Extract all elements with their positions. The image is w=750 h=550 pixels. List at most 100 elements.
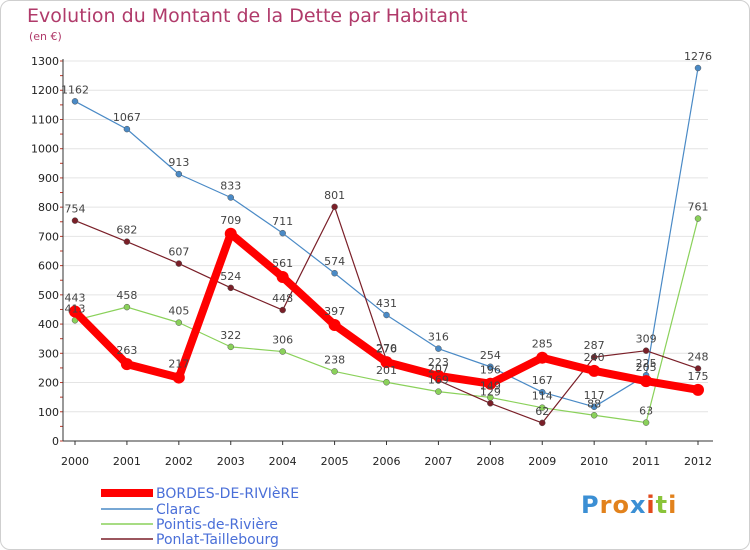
data-label: 309 (636, 333, 657, 346)
data-point (694, 365, 702, 372)
data-label: 270 (376, 342, 397, 355)
data-label: 223 (428, 356, 449, 369)
data-point (590, 403, 598, 411)
data-point (432, 369, 445, 382)
data-label: 443 (65, 292, 86, 305)
data-point (383, 311, 390, 319)
data-point (331, 368, 338, 375)
data-label: 88 (587, 397, 601, 410)
data-point (279, 229, 286, 237)
data-point (435, 388, 442, 395)
series-lines (69, 64, 704, 427)
y-tick-label: 1200 (31, 84, 59, 97)
axes: 0 100 200 300 400 500 600 700 800 900 1000 1100 1200… (31, 55, 713, 468)
x-tick-label: 2007 (424, 455, 452, 468)
legend: BORDES-DE-RIVIèREClaracPointis-de-Rivièr… (101, 486, 299, 548)
x-tick-label: 2000 (61, 455, 89, 468)
data-point (588, 364, 601, 377)
data-label: 397 (324, 305, 345, 318)
data-point (71, 98, 79, 105)
logo-letter: t (655, 491, 669, 519)
data-point (123, 303, 131, 311)
x-tick-label: 2006 (373, 455, 401, 468)
data-point (331, 203, 338, 211)
x-tick-label: 2009 (528, 455, 556, 468)
data-point (642, 419, 650, 426)
data-point (175, 260, 183, 267)
data-point (227, 284, 234, 292)
data-label: 217 (168, 358, 189, 371)
logo-letter: x (629, 491, 647, 519)
data-point (640, 375, 653, 388)
data-point (279, 348, 286, 355)
data-label: 169 (428, 374, 449, 387)
data-point (175, 319, 183, 326)
y-tick-label: 400 (38, 318, 59, 331)
y-tick-label: 600 (38, 260, 59, 273)
data-label: 801 (324, 189, 345, 202)
logo-letter: o (612, 491, 630, 519)
data-point (694, 215, 702, 222)
data-label: 524 (220, 270, 241, 283)
data-point (590, 412, 598, 419)
data-point (172, 371, 185, 384)
data-label: 448 (272, 292, 293, 305)
data-label: 287 (584, 339, 605, 352)
data-point (331, 269, 338, 277)
data-label: 238 (324, 353, 345, 366)
logo-letter: r (599, 491, 613, 519)
data-label: 709 (220, 214, 241, 227)
data-label: 913 (168, 156, 189, 169)
y-tick-label: 700 (38, 230, 59, 243)
data-label: 201 (376, 364, 397, 377)
legend-label: BORDES-DE-RIVIèRE (156, 486, 299, 502)
data-label: 682 (116, 224, 137, 237)
data-label: 306 (272, 334, 293, 347)
data-label: 114 (532, 390, 553, 403)
data-label: 711 (272, 215, 293, 228)
data-point (71, 217, 79, 224)
data-point (380, 356, 393, 369)
chart-subtitle: (en €) (29, 30, 62, 43)
data-labels: 443 263 217 709 561 397 270 223 196 285 240 205 175 1… (61, 50, 712, 418)
data-point (227, 343, 234, 351)
legend-label: Ponlat-Taillebourg (156, 532, 279, 548)
data-label: 561 (272, 257, 293, 270)
data-point (484, 377, 497, 390)
data-point (224, 227, 237, 240)
data-point (642, 347, 650, 354)
data-label: 1276 (684, 50, 712, 63)
x-tick-label: 2005 (321, 455, 349, 468)
data-point (276, 271, 289, 284)
data-point (383, 378, 390, 386)
data-label: 263 (116, 344, 137, 357)
data-label: 240 (584, 351, 605, 364)
data-label: 322 (220, 329, 241, 342)
data-point (539, 404, 546, 411)
data-point (435, 345, 442, 352)
data-point (487, 363, 494, 371)
data-label: 129 (480, 385, 501, 398)
data-label: 254 (480, 349, 501, 362)
data-label: 754 (65, 203, 86, 216)
y-tick-label: 1100 (31, 113, 59, 126)
data-point (175, 170, 183, 178)
data-point (487, 400, 494, 407)
data-label: 431 (376, 297, 397, 310)
grid (63, 60, 708, 413)
y-tick-label: 200 (38, 377, 59, 390)
data-point (539, 419, 546, 427)
data-label: 225 (636, 357, 657, 370)
data-label: 458 (116, 289, 137, 302)
y-tick-label: 1000 (31, 143, 59, 156)
data-point (694, 64, 702, 72)
data-point (120, 358, 133, 371)
y-tick-label: 500 (38, 289, 59, 302)
y-tick-label: 900 (38, 172, 59, 185)
data-label: 196 (480, 364, 501, 377)
x-tick-label: 2002 (165, 455, 193, 468)
x-tick-label: 2011 (632, 455, 660, 468)
data-point (279, 306, 286, 314)
data-point (69, 305, 81, 318)
